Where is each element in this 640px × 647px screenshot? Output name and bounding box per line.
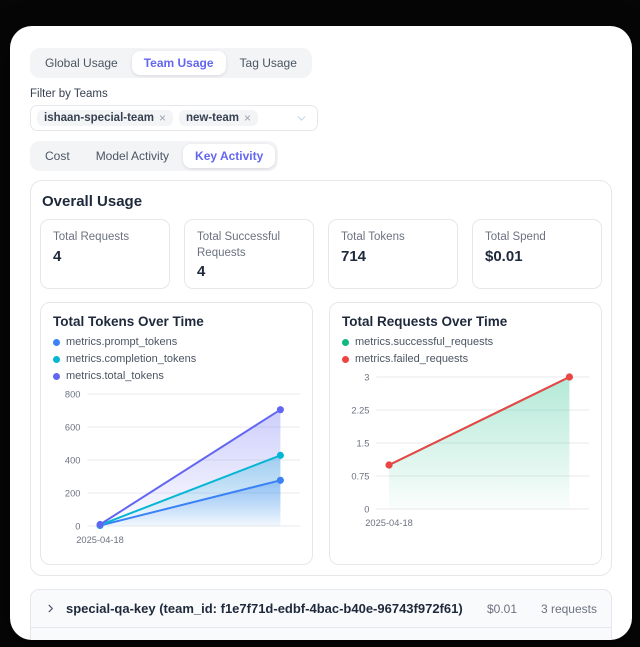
svg-text:800: 800	[65, 388, 81, 399]
chevron-right-icon	[45, 603, 56, 614]
requests-chart-title: Total Requests Over Time	[342, 314, 508, 329]
overall-usage-card: Overall Usage Total Requests 4 Total Suc…	[30, 180, 612, 576]
tab-key-activity[interactable]: Key Activity	[183, 144, 276, 168]
legend-item: metrics.failed_requests	[342, 353, 468, 365]
svg-text:200: 200	[65, 487, 81, 498]
stat-total-requests: Total Requests 4	[40, 219, 170, 289]
legend-dot-icon	[342, 338, 349, 346]
key-row-test-gemini-flash[interactable]: test-gemini-flash (team_id: 28bd3181-02c…	[31, 627, 611, 640]
tokens-chart-title: Total Tokens Over Time	[53, 314, 204, 329]
stat-label: Total Tokens	[341, 231, 405, 243]
legend-dot-icon	[53, 372, 60, 380]
legend-label: metrics.prompt_tokens	[66, 336, 178, 348]
key-spend: $0.01	[486, 601, 517, 616]
usage-dashboard-panel: Global Usage Team Usage Tag Usage Filter…	[10, 26, 632, 640]
tokens-chart-card: Total Tokens Over Time metrics.prompt_to…	[40, 302, 313, 565]
legend-dot-icon	[53, 355, 60, 363]
legend-item: metrics.successful_requests	[342, 336, 493, 348]
legend-dot-icon	[342, 355, 349, 363]
overall-usage-title: Overall Usage	[42, 193, 143, 210]
requests-area-chart: 0 0.75 1.5 2.25 3 2025-04-18	[351, 371, 589, 528]
team-tag: ishaan-special-team ×	[37, 110, 173, 126]
stat-value: 4	[53, 247, 62, 265]
key-name: test-gemini-flash (team_id: 28bd3181-02c…	[66, 639, 487, 641]
tokens-area-chart: 0 200 400 600 800 2025-04-18	[65, 388, 300, 545]
stat-label: Total Requests	[53, 231, 130, 243]
team-tag-label: ishaan-special-team	[44, 112, 154, 124]
legend-label: metrics.total_tokens	[66, 370, 164, 382]
charts-row: Total Tokens Over Time metrics.prompt_to…	[40, 302, 602, 565]
keys-list: special-qa-key (team_id: f1e7f71d-edbf-4…	[30, 589, 612, 640]
key-row-special-qa-key[interactable]: special-qa-key (team_id: f1e7f71d-edbf-4…	[31, 590, 611, 627]
key-request-count: 3 requests	[540, 601, 597, 616]
stats-row: Total Requests 4 Total Successful Reques…	[40, 219, 602, 289]
stat-total-successful-requests: Total Successful Requests 4	[184, 219, 314, 289]
legend-item: metrics.total_tokens	[53, 370, 164, 382]
tab-team-usage[interactable]: Team Usage	[131, 51, 226, 75]
requests-chart-legend: metrics.successful_requests metrics.fail…	[342, 336, 589, 365]
usage-scope-tabs: Global Usage Team Usage Tag Usage	[30, 48, 312, 78]
tab-cost[interactable]: Cost	[33, 144, 82, 168]
activity-tabs: Cost Model Activity Key Activity	[30, 141, 279, 171]
filter-by-teams-label: Filter by Teams	[30, 88, 108, 100]
legend-label: metrics.failed_requests	[355, 353, 469, 365]
svg-text:2.25: 2.25	[351, 404, 369, 415]
legend-label: metrics.successful_requests	[355, 336, 494, 348]
team-tag-label: new-team	[185, 112, 239, 124]
key-request-count: 1 requests	[547, 639, 610, 640]
tab-model-activity[interactable]: Model Activity	[84, 144, 181, 168]
svg-text:600: 600	[65, 421, 81, 432]
stat-value: 4	[197, 263, 206, 281]
stat-label: Total Spend	[485, 231, 546, 243]
legend-item: metrics.prompt_tokens	[53, 336, 177, 348]
svg-text:0: 0	[364, 503, 369, 514]
key-spend: $0.00	[497, 639, 530, 640]
stat-total-spend: Total Spend $0.01	[472, 219, 602, 289]
svg-text:3: 3	[364, 371, 369, 382]
key-metrics: $0.01 3 requests	[483, 602, 597, 616]
legend-label: metrics.completion_tokens	[66, 353, 197, 365]
legend-item: metrics.completion_tokens	[53, 353, 196, 365]
team-filter-select[interactable]: ishaan-special-team × new-team ×	[30, 105, 318, 131]
key-metrics: $0.00 1 requests	[497, 639, 610, 640]
chevron-down-icon[interactable]	[295, 112, 308, 125]
svg-text:1.5: 1.5	[357, 437, 370, 448]
legend-dot-icon	[53, 338, 60, 346]
stat-value: $0.01	[485, 247, 523, 265]
requests-chart-card: Total Requests Over Time metrics.success…	[329, 302, 602, 565]
stat-label: Total Successful Requests	[197, 231, 281, 259]
svg-text:0: 0	[75, 520, 80, 531]
key-name: special-qa-key (team_id: f1e7f71d-edbf-4…	[66, 601, 463, 616]
remove-tag-icon[interactable]: ×	[158, 111, 166, 125]
team-tag: new-team ×	[178, 110, 259, 126]
svg-text:2025-04-18: 2025-04-18	[365, 517, 413, 528]
svg-text:0.75: 0.75	[351, 470, 369, 481]
remove-tag-icon[interactable]: ×	[244, 111, 252, 125]
tab-global-usage[interactable]: Global Usage	[33, 51, 130, 75]
tab-tag-usage[interactable]: Tag Usage	[228, 51, 309, 75]
svg-text:400: 400	[65, 454, 81, 465]
svg-text:2025-04-18: 2025-04-18	[76, 534, 124, 545]
stat-value: 714	[341, 247, 367, 265]
tokens-chart-legend: metrics.prompt_tokens metrics.completion…	[53, 336, 300, 382]
stat-total-tokens: Total Tokens 714	[328, 219, 458, 289]
